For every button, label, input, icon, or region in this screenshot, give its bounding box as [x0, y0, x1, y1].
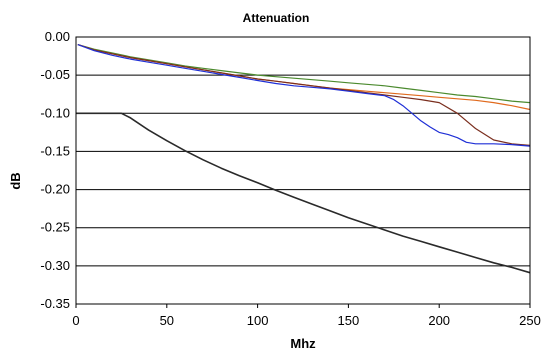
series-line [76, 112, 531, 274]
y-tick-label: -0.15 [40, 143, 70, 158]
y-tick-label: -0.20 [40, 182, 70, 197]
plot-frame [75, 36, 531, 305]
x-tick-label: 200 [428, 313, 450, 328]
x-tick-label: 50 [160, 313, 174, 328]
y-tick-label: -0.25 [40, 220, 70, 235]
y-tick-label: -0.30 [40, 258, 70, 273]
x-tick-labels: 0 50 100 150 200 250 [72, 304, 541, 328]
series-line [77, 44, 531, 147]
y-tick-label: -0.10 [40, 105, 70, 120]
y-tick-label: 0.00 [45, 29, 70, 44]
y-tick-label: -0.05 [40, 67, 70, 82]
y-tick-label: -0.35 [40, 296, 70, 311]
x-tick-label: 0 [72, 313, 79, 328]
gridlines [76, 74, 530, 267]
y-tick-labels: 0.00 -0.05 -0.10 -0.15 -0.20 -0.25 -0.30 -0.35 [40, 29, 70, 311]
series-line [77, 44, 531, 104]
x-tick-label: 150 [338, 313, 360, 328]
series-lines [76, 44, 531, 274]
x-axis-label: Mhz [290, 336, 316, 351]
x-tick-label: 250 [519, 313, 541, 328]
series-line [77, 44, 531, 146]
chart-title: Attenuation [243, 11, 310, 25]
x-tick-label: 100 [247, 313, 269, 328]
y-axis-label: dB [8, 172, 23, 189]
